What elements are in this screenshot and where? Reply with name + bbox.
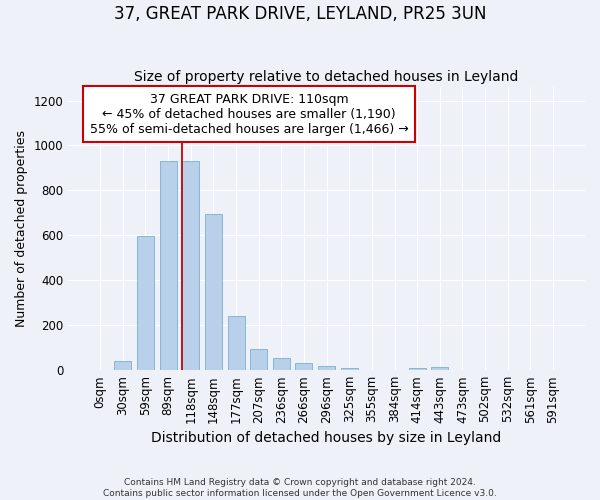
X-axis label: Distribution of detached houses by size in Leyland: Distribution of detached houses by size … (151, 431, 502, 445)
Bar (431, 367, 448, 370)
Bar (182, 161, 199, 370)
Bar (341, 368, 358, 370)
Text: 37 GREAT PARK DRIVE: 110sqm
← 45% of detached houses are smaller (1,190)
55% of : 37 GREAT PARK DRIVE: 110sqm ← 45% of det… (89, 92, 409, 136)
Bar (273, 358, 290, 370)
Bar (160, 161, 176, 370)
Bar (250, 349, 267, 370)
Bar (137, 236, 154, 370)
Bar (318, 366, 335, 370)
Y-axis label: Number of detached properties: Number of detached properties (15, 130, 28, 327)
Bar (295, 364, 313, 370)
Bar (205, 214, 222, 370)
Bar (115, 361, 131, 370)
Title: Size of property relative to detached houses in Leyland: Size of property relative to detached ho… (134, 70, 519, 85)
Text: 37, GREAT PARK DRIVE, LEYLAND, PR25 3UN: 37, GREAT PARK DRIVE, LEYLAND, PR25 3UN (114, 5, 486, 23)
Bar (409, 368, 425, 370)
Text: Contains HM Land Registry data © Crown copyright and database right 2024.
Contai: Contains HM Land Registry data © Crown c… (103, 478, 497, 498)
Bar (227, 316, 245, 370)
